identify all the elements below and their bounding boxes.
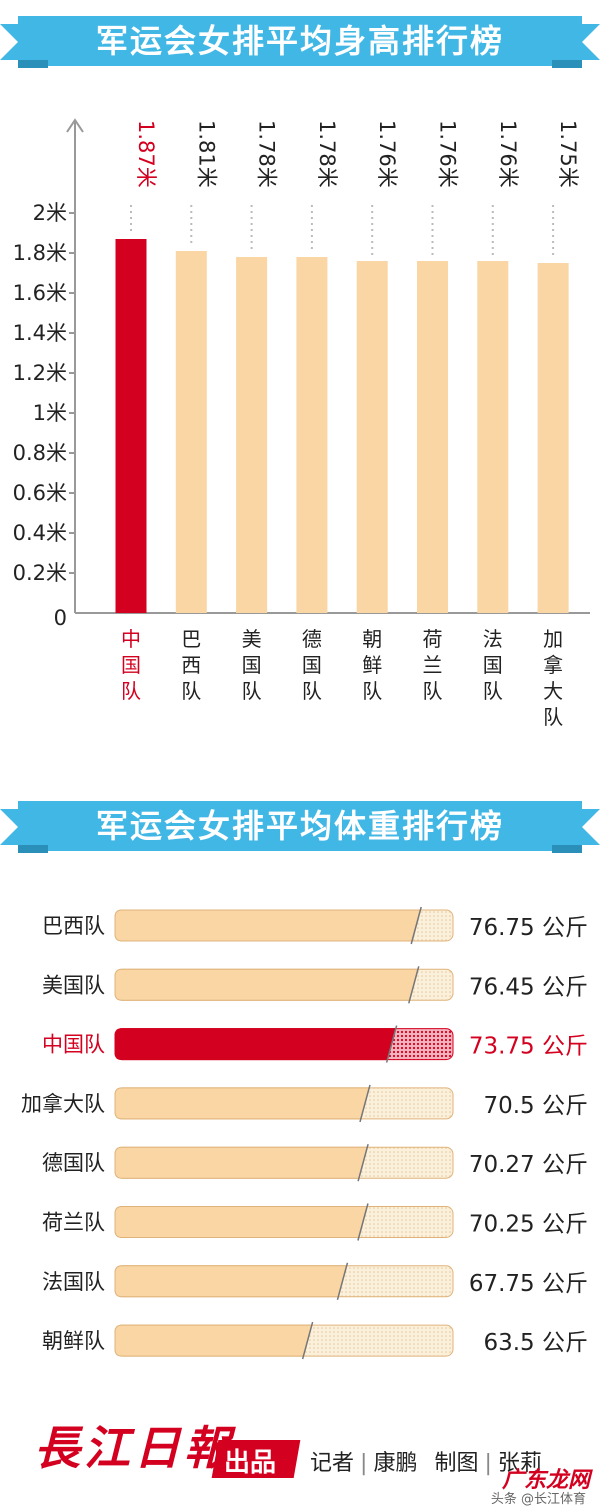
height-bar (115, 239, 147, 613)
value-label: 76.45 公斤 (469, 974, 588, 1000)
category-label: 巴西队 (181, 627, 201, 703)
category-label: 德国队 (302, 627, 322, 703)
reporter-name: 康鹏 (373, 1451, 418, 1476)
category-label: 加拿大队 (21, 1092, 105, 1116)
y-axis-arrow (66, 118, 84, 133)
weight-bar (114, 1324, 313, 1357)
category-label: 法国队 (42, 1270, 105, 1294)
weight-bar (114, 1087, 370, 1120)
y-tick-label: 1.8米 (13, 241, 67, 265)
weight-bar (114, 1028, 397, 1061)
y-tick-label: 0.4米 (13, 521, 67, 545)
category-label: 巴西队 (42, 914, 105, 938)
y-tick-label: 1.6米 (13, 281, 67, 305)
category-label: 中国队 (42, 1033, 105, 1057)
bar-break-line (410, 906, 422, 945)
height-bar (236, 257, 268, 613)
bar-break-line (408, 966, 420, 1004)
bar-break-line (336, 1262, 349, 1300)
value-label: 70.5 公斤 (483, 1093, 588, 1119)
y-tick-label: 1.2米 (13, 361, 67, 385)
y-tick-label: 0 (54, 606, 67, 630)
value-label: 76.75 公斤 (469, 915, 588, 941)
bar-break-line (385, 1025, 398, 1063)
height-bar (296, 257, 328, 613)
footer: 長江日報 出品 记者 | 康鹏 制图 | 张莉 广东龙网 头条 @长江体育 (0, 1400, 600, 1507)
bar-break-line (359, 1084, 371, 1123)
category-label: 朝鲜队 (362, 627, 382, 703)
bar-break-line (357, 1144, 369, 1182)
value-label: 1.76米 (496, 120, 520, 188)
value-label: 67.75 公斤 (469, 1271, 588, 1297)
bar-break-line (357, 1203, 369, 1241)
y-tick-label: 1米 (33, 401, 67, 425)
category-label: 朝鲜队 (42, 1329, 105, 1353)
value-label: 63.5 公斤 (483, 1330, 588, 1356)
value-label: 1.78米 (315, 120, 339, 188)
height-bar (175, 251, 207, 613)
value-label: 1.78米 (255, 120, 279, 188)
height-bar-chart: 0 0.2米 0.4米 0.6米 0.8米 1米 1.2米 1.4米 1.6米 1.8米 2米 1.8… (13, 118, 590, 729)
value-label: 73.75 公斤 (469, 1034, 588, 1060)
y-tick-label: 0.8米 (13, 441, 67, 465)
height-title-banner: 军运会女排平均身高排行榜 (0, 10, 600, 72)
newspaper-logo: 長江日報 (34, 1421, 234, 1475)
value-label: 1.75米 (556, 120, 580, 188)
y-tick-label: 1.4米 (13, 321, 67, 345)
category-label: 加拿大队 (543, 627, 563, 729)
height-bar (417, 261, 448, 613)
y-tick-label: 0.6米 (13, 481, 67, 505)
bar-break-line (301, 1321, 314, 1360)
height-bar (537, 263, 569, 613)
y-tick-label: 0.2米 (13, 561, 67, 585)
weight-bar (114, 1265, 348, 1298)
height-bar (477, 261, 509, 613)
weight-bar (114, 968, 419, 1001)
category-label: 美国队 (242, 627, 262, 703)
weight-bar (114, 1206, 368, 1238)
credits: 记者 | 康鹏 制图 | 张莉 (310, 1451, 542, 1476)
value-label: 70.27 公斤 (469, 1152, 588, 1178)
category-label: 荷兰队 (42, 1211, 105, 1235)
reporter-label: 记者 (310, 1451, 355, 1476)
height-chart-title: 军运会女排平均身高排行榜 (95, 22, 504, 60)
value-label: 1.81米 (194, 120, 218, 188)
value-label: 1.76米 (436, 120, 460, 188)
graphic-name: 张莉 (497, 1451, 542, 1476)
category-label: 美国队 (42, 973, 105, 997)
watermark: 广东龙网 (501, 1468, 590, 1493)
category-label: 荷兰队 (423, 627, 443, 703)
value-label: 1.76米 (375, 120, 399, 188)
weight-bar (114, 909, 421, 942)
weight-chart-title: 军运会女排平均体重排行榜 (95, 807, 504, 845)
category-label: 德国队 (42, 1151, 105, 1175)
watermark-sub: 头条 @长江体育 (490, 1492, 586, 1507)
value-label: 70.25 公斤 (469, 1212, 588, 1238)
category-label: 法国队 (483, 627, 503, 703)
publish-label: 出品 (224, 1448, 277, 1478)
value-label: 1.87米 (134, 120, 158, 188)
weight-title-banner: 军运会女排平均体重排行榜 (0, 795, 600, 857)
weight-bar (114, 1146, 368, 1179)
category-label: 中国队 (121, 627, 141, 703)
graphic-label: 制图 (434, 1451, 479, 1476)
y-tick-label: 2米 (33, 201, 67, 225)
height-bar (356, 261, 388, 613)
